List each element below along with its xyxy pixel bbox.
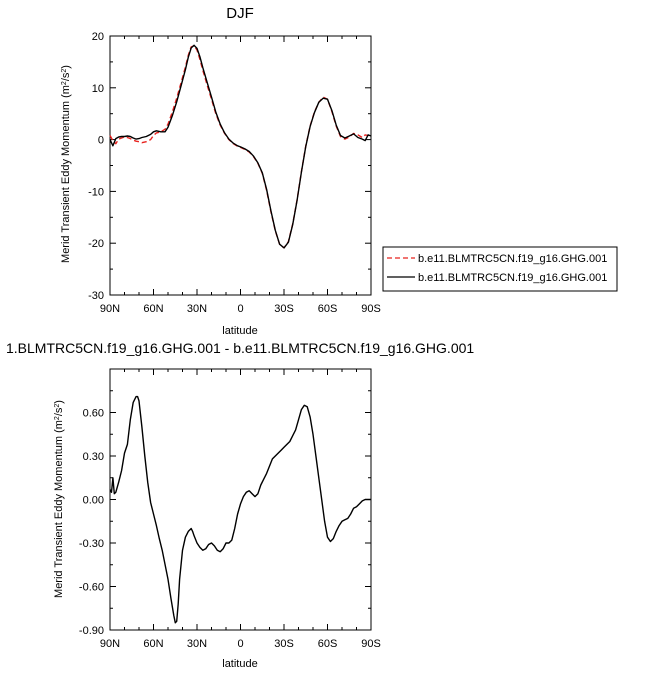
top-chart-panel: DJF 90N 60N 30N 0 30S 60S 90S -30 -20 -10 0 10 20 la… <box>60 5 618 337</box>
top-x-tick-label: 90S <box>361 303 381 315</box>
bottom-series-line-1 <box>109 395 371 624</box>
bottom-chart-panel: 1.BLMTRC5CN.f19_g16.GHG.001 - b.e11.BLMT… <box>6 340 474 670</box>
top-y-tick-label: 10 <box>92 83 104 95</box>
bottom-plot-frame <box>109 368 372 631</box>
bottom-y-tick-label: 0.30 <box>83 451 104 463</box>
top-x-tick-label: 30S <box>274 303 294 315</box>
top-x-tick-label: 0 <box>237 303 243 315</box>
top-y-axis-label: Merid Transient Eddy Momentum (m2/s2) <box>60 65 72 263</box>
top-x-axis-label: latitude <box>222 325 257 337</box>
top-y-tick-label: 0 <box>98 135 104 147</box>
legend-box <box>382 246 618 292</box>
top-plot-frame <box>109 35 372 296</box>
top-plot-area: 90N 60N 30N 0 30S 60S 90S -30 -20 -10 0 10 20 <box>88 31 381 315</box>
top-y-tick-label: 20 <box>92 31 104 43</box>
bottom-x-tick-label: 30S <box>274 638 294 650</box>
legend: b.e11.BLMTRC5CN.f19_g16.GHG.001 b.e11.BL… <box>382 246 618 292</box>
bottom-y-tick-label: -0.90 <box>79 625 104 637</box>
top-x-tick-label: 60N <box>143 303 163 315</box>
top-y-tick-label: -30 <box>88 290 104 302</box>
legend-label-series-1: b.e11.BLMTRC5CN.f19_g16.GHG.001 <box>418 253 607 265</box>
top-chart-title: DJF <box>226 5 254 22</box>
bottom-plot-area: 90N 60N 30N 0 30S 60S 90S -0.90 -0.60 -0.30 0.00 0.… <box>79 368 381 650</box>
top-y-tick-label: -10 <box>88 186 104 198</box>
top-x-tick-label: 90N <box>100 303 120 315</box>
bottom-x-axis-label: latitude <box>222 658 257 670</box>
legend-label-series-2: b.e11.BLMTRC5CN.f19_g16.GHG.001 <box>418 272 607 284</box>
bottom-y-tick-label: -0.60 <box>79 582 104 594</box>
bottom-x-tick-label: 90S <box>361 638 381 650</box>
bottom-x-tick-label: 60S <box>318 638 338 650</box>
bottom-x-tick-label: 30N <box>187 638 207 650</box>
bottom-y-tick-label: 0.60 <box>83 408 104 420</box>
top-x-tick-label: 60S <box>318 303 338 315</box>
top-x-tick-label: 30N <box>187 303 207 315</box>
bottom-x-tick-label: 90N <box>100 638 120 650</box>
bottom-x-tick-label: 60N <box>143 638 163 650</box>
bottom-y-tick-label: -0.30 <box>79 538 104 550</box>
bottom-y-tick-label: 0.00 <box>83 495 104 507</box>
bottom-chart-title: 1.BLMTRC5CN.f19_g16.GHG.001 - b.e11.BLMT… <box>6 340 474 356</box>
top-series-line-2 <box>109 44 372 249</box>
top-y-tick-label: -20 <box>88 238 104 250</box>
bottom-y-axis-label: Merid Transient Eddy Momentum (m2/s2) <box>53 400 65 598</box>
bottom-x-tick-label: 0 <box>237 638 243 650</box>
